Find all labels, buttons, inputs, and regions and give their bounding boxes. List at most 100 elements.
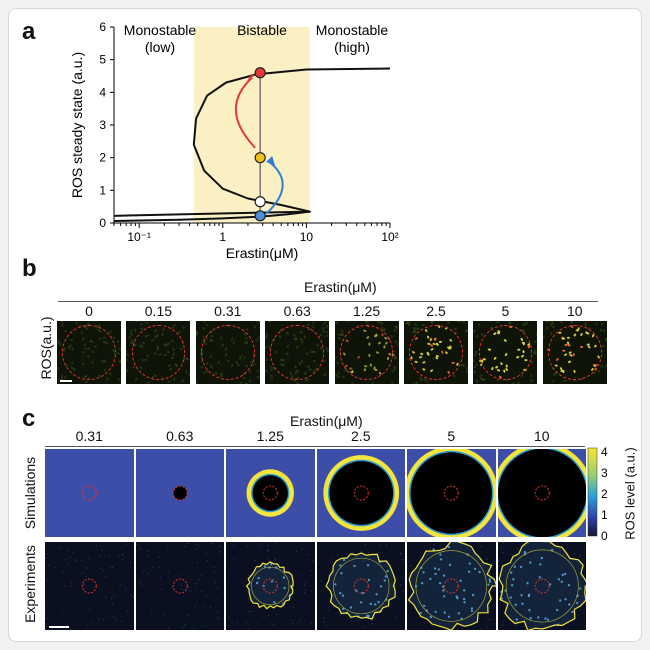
exp-dashed-circle <box>172 578 188 594</box>
cell <box>312 321 315 325</box>
exp-speckle <box>349 606 352 609</box>
sim-core <box>328 461 393 525</box>
panel-b-dashed-circle <box>339 325 394 380</box>
cell <box>480 377 483 381</box>
panel-a-chart: 0 1 2 3 4 5 6 10⁻¹ 1 10 10² Erastin(μM) ROS steady s… <box>69 20 399 261</box>
exp-speckle <box>341 594 344 597</box>
cell <box>406 321 410 325</box>
exp-speckle <box>270 563 273 566</box>
cell <box>126 358 129 362</box>
exp-speckle <box>429 547 432 549</box>
exp-speckle <box>339 572 343 575</box>
cell <box>346 321 349 323</box>
panel-c-conc-label: 5 <box>447 428 456 444</box>
exp-speckle <box>167 627 169 630</box>
exp-speckle <box>442 595 446 598</box>
cell <box>195 331 199 334</box>
exp-speckle <box>487 583 490 586</box>
cell <box>336 361 340 365</box>
cell <box>461 321 464 323</box>
exp-speckle <box>462 597 466 601</box>
panel-b-conc-label: 0.31 <box>214 303 242 319</box>
exp-speckle <box>560 580 563 583</box>
cell <box>376 321 379 323</box>
cell <box>396 342 399 346</box>
exp-speckle <box>195 548 197 550</box>
exp-speckle <box>345 554 347 556</box>
exp-speckle <box>502 620 504 622</box>
sim-core <box>252 475 288 511</box>
exp-speckle <box>438 582 442 585</box>
panel-b-tile <box>473 321 538 384</box>
exp-speckle <box>447 615 451 618</box>
cell <box>415 326 418 330</box>
exp-speckle <box>66 623 68 625</box>
exp-tile <box>135 542 224 630</box>
cell <box>307 378 310 381</box>
exp-tile <box>316 542 405 630</box>
exp-speckle <box>501 542 504 544</box>
exp-speckle <box>201 606 204 608</box>
exp-speckle <box>510 584 513 587</box>
cell <box>406 358 410 361</box>
exp-speckle <box>559 629 561 630</box>
exp-speckle <box>181 588 183 590</box>
exp-tile-drawing <box>497 542 586 630</box>
cell <box>257 336 260 339</box>
exp-speckle <box>463 601 466 604</box>
cell <box>135 321 139 323</box>
exp-speckle <box>421 582 424 585</box>
scale-bar-c <box>49 626 69 628</box>
exp-speckle <box>500 547 502 549</box>
cell <box>551 325 555 329</box>
exp-speckle <box>120 620 123 623</box>
exp-speckle <box>282 576 286 579</box>
exp-speckle <box>501 623 504 626</box>
exp-speckle <box>514 603 517 606</box>
cell <box>466 370 468 374</box>
cell <box>116 352 120 355</box>
exp-speckle <box>360 550 362 553</box>
cell <box>517 381 520 384</box>
exp-speckle <box>292 622 294 625</box>
exp-speckle <box>212 566 214 569</box>
exp-dashed-circle <box>262 578 278 594</box>
cell <box>570 321 573 323</box>
cell <box>473 359 476 363</box>
sim-core <box>410 452 492 534</box>
exp-speckle <box>385 570 389 573</box>
exp-speckle <box>267 550 270 552</box>
region-label-right: Monostable <box>316 22 389 38</box>
cell <box>167 380 171 383</box>
exp-speckle <box>434 572 437 576</box>
exp-speckle <box>515 620 518 622</box>
exp-speckle <box>47 553 49 555</box>
exp-speckle <box>186 614 188 617</box>
exp-speckle <box>118 555 120 557</box>
exp-speckle <box>248 574 250 577</box>
exp-tile-drawing <box>136 542 222 630</box>
exp-speckle <box>196 561 198 564</box>
exp-speckle <box>197 544 199 547</box>
cell <box>265 358 269 361</box>
exp-speckle <box>99 568 101 570</box>
cell <box>130 338 134 342</box>
cell <box>475 363 479 366</box>
sim-dashed-circle <box>353 485 369 501</box>
cell <box>182 379 185 383</box>
exp-speckle <box>399 584 401 586</box>
cell <box>200 366 204 369</box>
cell <box>364 321 367 323</box>
cell <box>188 373 191 376</box>
exp-speckle <box>113 595 116 597</box>
exp-speckle <box>437 568 441 571</box>
cell <box>182 326 186 330</box>
y-axis-label: ROS steady state (a.u.) <box>69 52 85 198</box>
cell <box>61 321 64 324</box>
sim-dashed-circle <box>534 485 550 501</box>
exp-speckle <box>470 607 474 610</box>
exp-speckle <box>86 567 88 569</box>
exp-speckle <box>407 566 409 568</box>
exp-speckle <box>205 552 207 555</box>
exp-speckle <box>550 548 553 552</box>
